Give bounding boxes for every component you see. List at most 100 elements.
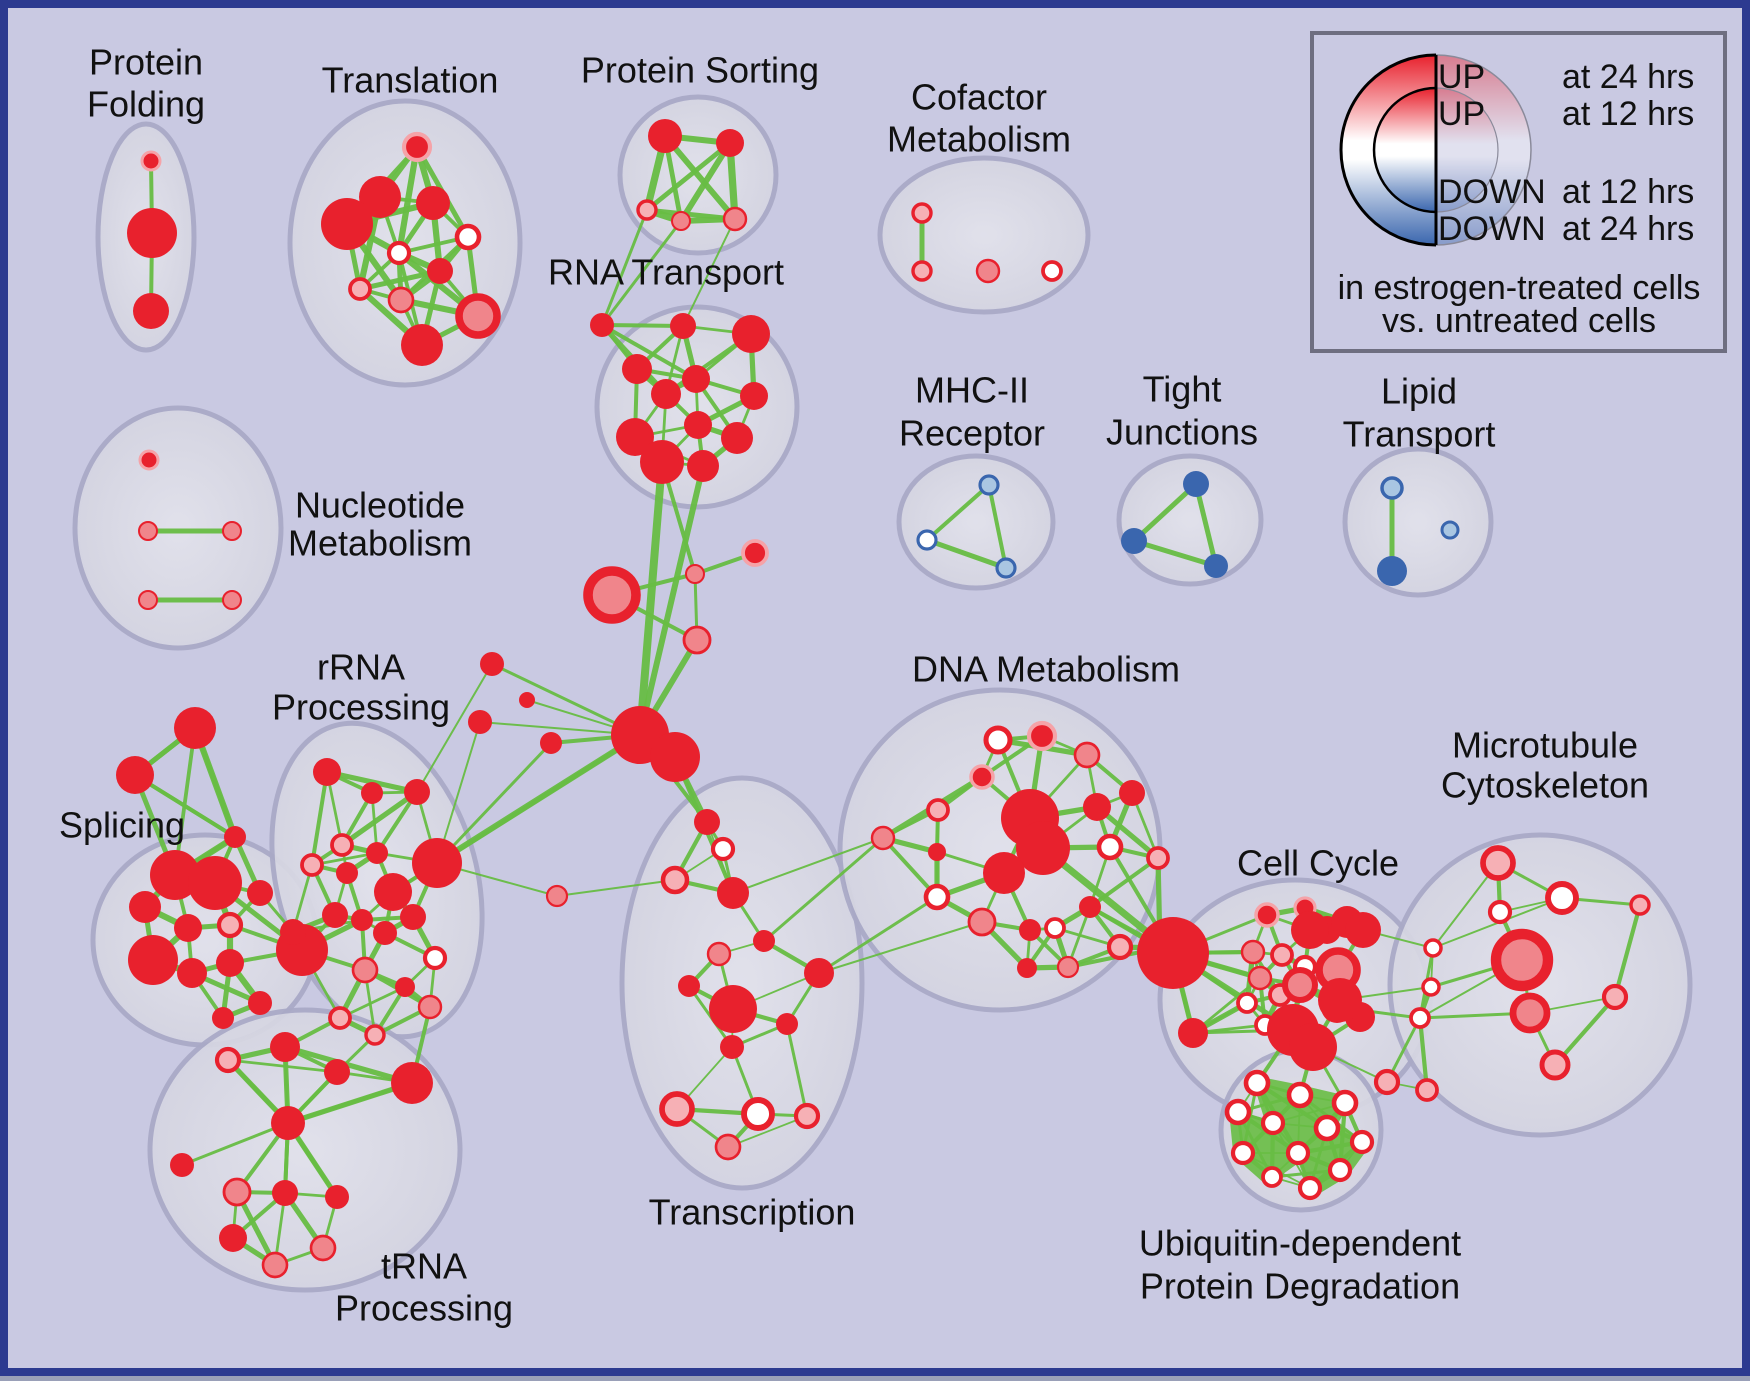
gene-node (1421, 977, 1441, 997)
edge (817, 895, 939, 975)
gene-node (351, 909, 373, 931)
gene-node (923, 883, 951, 911)
edge (727, 1115, 808, 1148)
gene-node (386, 240, 412, 266)
gene-node (404, 779, 430, 805)
cluster-label-cofactor-metabolism: Cofactor (911, 77, 1047, 118)
cluster-label-translation: Translation (322, 60, 499, 101)
edge (924, 537, 1009, 571)
gene-node (684, 411, 712, 439)
gene-node (1345, 912, 1381, 948)
edge (678, 140, 733, 224)
gene-node (328, 1006, 352, 1030)
gene-node (270, 1032, 300, 1062)
gene-node (995, 557, 1017, 579)
gene-node (140, 150, 162, 172)
cluster-label-cell-cycle: Cell Cycle (1237, 843, 1399, 884)
gene-node (468, 710, 492, 734)
gene-node (1240, 939, 1266, 965)
gene-node (417, 994, 443, 1020)
gene-node (590, 313, 614, 337)
gene-node (1270, 943, 1294, 967)
gene-node (313, 758, 341, 786)
gene-node (1204, 554, 1228, 578)
cluster-label-lipid-transport: Lipid (1381, 371, 1457, 412)
edge (637, 463, 706, 738)
gene-node (401, 324, 443, 366)
edge (338, 985, 407, 1020)
gene-node (1247, 965, 1273, 991)
gene-node (222, 1177, 252, 1207)
gene-node (978, 474, 1000, 496)
gene-node (926, 798, 950, 822)
edge (416, 663, 493, 793)
gene-node (359, 176, 401, 218)
gene-node (1083, 793, 1111, 821)
gene-node (911, 260, 933, 282)
gene-node (1260, 1110, 1286, 1136)
gene-node (717, 877, 749, 909)
gene-node (1178, 1018, 1208, 1048)
gene-node (391, 1062, 433, 1104)
gene-node (710, 836, 736, 862)
gene-node (1440, 520, 1460, 540)
gene-node (1409, 1007, 1431, 1029)
gene-node (1509, 992, 1551, 1034)
gene-node (583, 566, 641, 624)
cluster-label-mhc-ii-receptor: Receptor (899, 413, 1045, 454)
cluster-label-nucleotide-metabolism: Metabolism (288, 523, 472, 564)
gene-node (454, 223, 482, 251)
edge (818, 921, 983, 974)
gene-node (427, 258, 453, 284)
gene-node (174, 707, 216, 749)
gene-node (650, 732, 700, 782)
edge (600, 323, 685, 328)
gene-node (216, 911, 244, 939)
gene-node (983, 725, 1013, 755)
gene-node (1289, 1023, 1337, 1071)
gene-node (416, 186, 450, 220)
gene-node (188, 856, 242, 910)
gene-node (706, 941, 732, 967)
gene-node (1480, 845, 1516, 881)
gene-node (325, 1185, 349, 1209)
cluster-label-tight-junctions: Junctions (1106, 412, 1258, 453)
gene-node (1183, 471, 1209, 497)
gene-node (640, 440, 684, 484)
network-nodes (116, 119, 1651, 1279)
gene-node (1373, 1068, 1401, 1096)
gene-node (348, 277, 372, 301)
edge (662, 133, 738, 222)
cluster-label-trna-processing: tRNA (381, 1246, 467, 1287)
edge (310, 770, 329, 867)
gene-node (248, 991, 272, 1015)
gene-node (1318, 978, 1362, 1022)
gene-node (129, 891, 161, 923)
legend-time-label: at 12 hrs (1562, 173, 1694, 211)
gene-node (716, 129, 744, 157)
gene-node (1243, 1069, 1271, 1097)
gene-node (670, 313, 696, 339)
gene-node (212, 1007, 234, 1029)
edge (1131, 481, 1199, 544)
gene-node (138, 590, 158, 610)
cluster-label-tight-junctions: Tight (1143, 369, 1222, 410)
cluster-label-protein-folding: Protein (89, 42, 203, 83)
gene-node (682, 625, 712, 655)
legend-time-label: at 12 hrs (1562, 95, 1694, 133)
gene-node (1629, 894, 1651, 916)
edge (286, 1081, 414, 1125)
gene-node (720, 1035, 744, 1059)
gene-node (969, 764, 995, 790)
edge (556, 879, 676, 897)
gene-node (422, 945, 448, 971)
gene-node (214, 1046, 242, 1074)
gene-node (401, 131, 433, 163)
gene-node (687, 450, 719, 482)
gene-node (222, 590, 242, 610)
gene-node (280, 919, 306, 945)
gene-node (1106, 933, 1134, 961)
gene-node (219, 1224, 247, 1252)
cluster-label-rrna-processing: Processing (272, 687, 450, 728)
